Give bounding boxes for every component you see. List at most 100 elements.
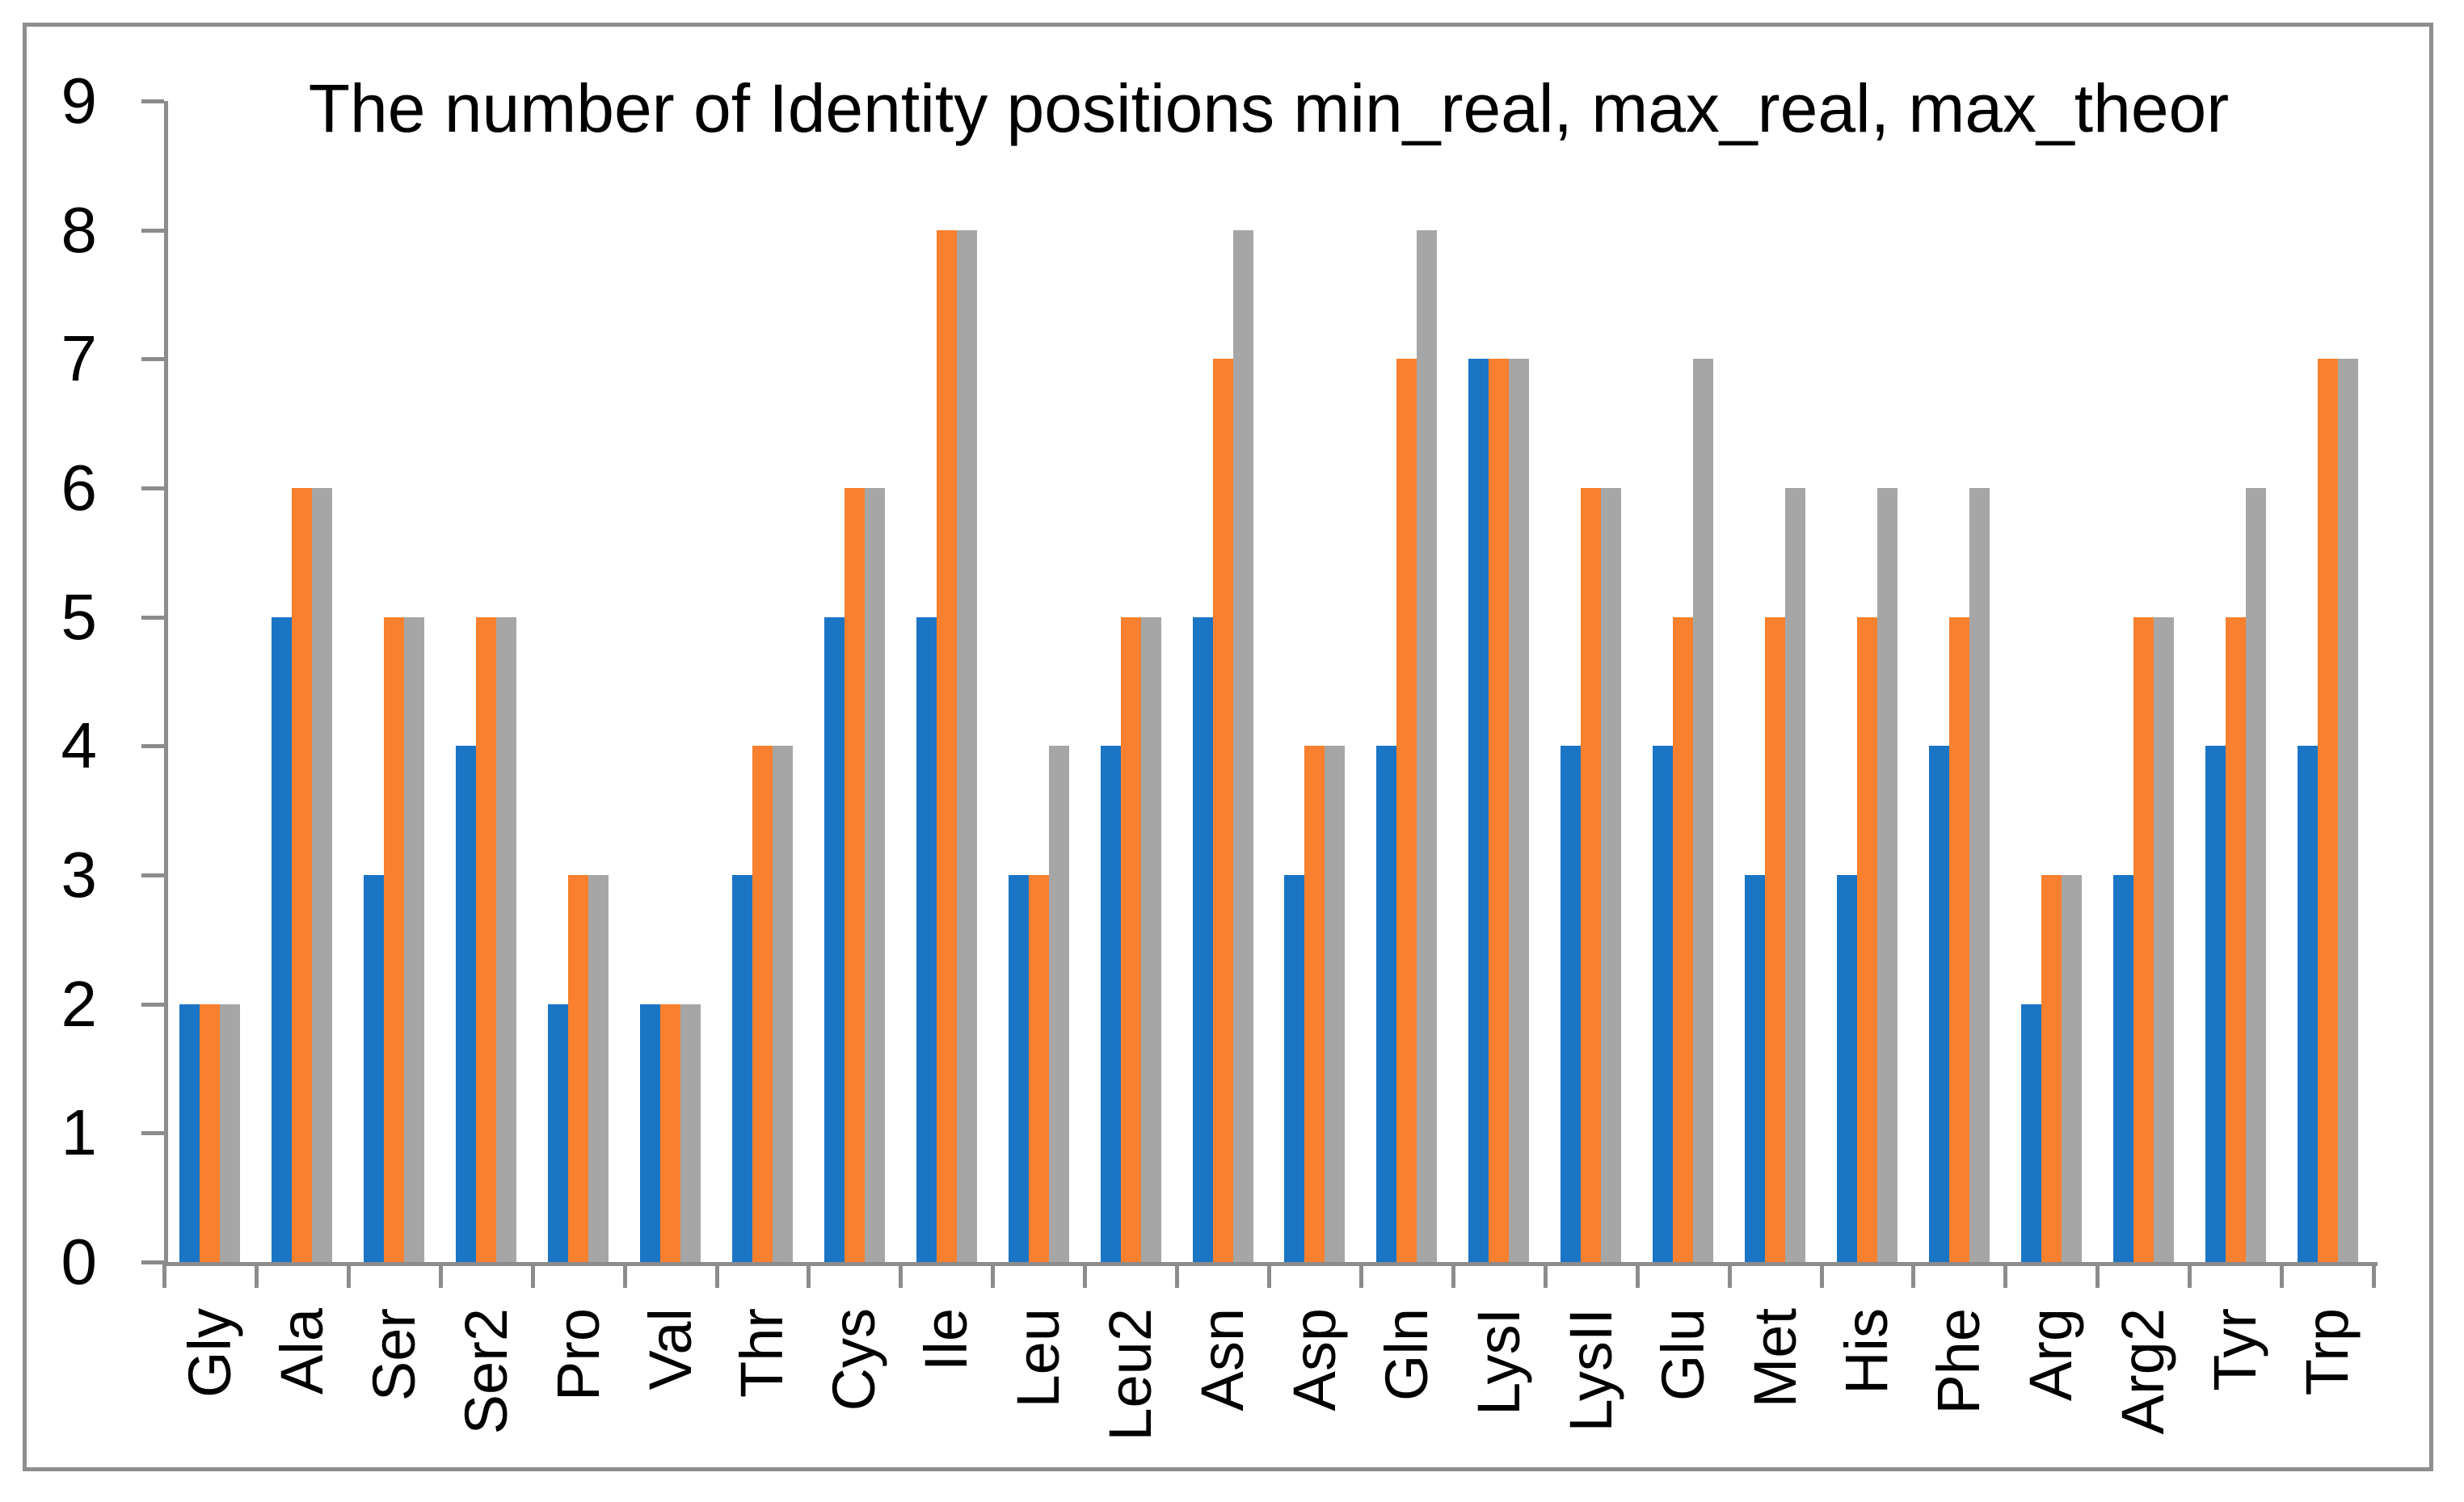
bar-max_theor-Asp: [1325, 746, 1346, 1262]
x-axis-tick-5: [622, 1262, 627, 1288]
bar-max_real-LysII: [1581, 488, 1602, 1262]
y-axis-tick-1: [141, 1131, 164, 1136]
x-axis-tick-20: [2003, 1262, 2008, 1288]
bar-max_real-Gln: [1396, 359, 1417, 1262]
bar-max_real-Leu: [1028, 875, 1049, 1262]
chart-title: The number of Identity positions min_rea…: [308, 70, 2230, 146]
x-axis-tick-11: [1175, 1262, 1180, 1288]
bar-min_real-Ser: [364, 875, 385, 1262]
bar-max_theor-Leu2: [1140, 616, 1161, 1262]
bar-max_real-Val: [660, 1003, 681, 1262]
bar-min_real-Pro: [548, 1003, 569, 1262]
bar-min_real-Asn: [1192, 616, 1213, 1262]
bar-max_theor-Arg: [2061, 875, 2082, 1262]
y-axis-label-2: 2: [61, 967, 98, 1040]
bar-max_theor-Pro: [588, 875, 609, 1262]
bar-min_real-Asp: [1284, 875, 1305, 1262]
bar-min_real-Thr: [731, 875, 752, 1262]
bar-min_real-Ser2: [456, 746, 477, 1262]
x-axis-label-Arg: Arg: [2017, 1308, 2085, 1402]
y-axis-label-0: 0: [61, 1226, 98, 1298]
bar-max_real-Thr: [752, 746, 773, 1262]
x-axis-tick-15: [1543, 1262, 1548, 1288]
x-axis-label-Met: Met: [1741, 1308, 1809, 1408]
x-axis-tick-14: [1451, 1262, 1455, 1288]
bar-max_theor-Met: [1785, 488, 1806, 1262]
bar-max_real-Tyr: [2225, 616, 2246, 1262]
x-axis-label-Ser: Ser: [360, 1308, 428, 1402]
x-axis-tick-13: [1358, 1262, 1363, 1288]
x-axis-label-Asn: Asn: [1189, 1308, 1257, 1412]
bar-max_theor-Ser: [404, 616, 425, 1262]
x-axis-tick-6: [714, 1262, 719, 1288]
x-axis-label-Arg2: Arg2: [2109, 1308, 2177, 1435]
bar-min_real-Gly: [179, 1003, 200, 1262]
bar-max_theor-Ser2: [496, 616, 517, 1262]
y-axis-tick-0: [141, 1260, 164, 1264]
bar-min_real-Phe: [1928, 746, 1949, 1262]
bar-max_theor-Val: [680, 1003, 701, 1262]
x-axis-label-Ser2: Ser2: [452, 1308, 520, 1435]
x-axis-label-Tyr: Tyr: [2201, 1308, 2269, 1391]
bar-max_real-Pro: [568, 875, 589, 1262]
bar-max_theor-Ile: [956, 229, 977, 1262]
bar-max_real-Met: [1765, 616, 1786, 1262]
y-axis-label-6: 6: [61, 452, 98, 524]
bar-max_real-Arg2: [2133, 616, 2154, 1262]
x-axis-label-Trp: Trp: [2293, 1308, 2361, 1396]
x-axis-label-Thr: Thr: [728, 1308, 796, 1398]
y-axis-label-4: 4: [61, 709, 98, 782]
bar-min_real-Glu: [1653, 746, 1674, 1262]
y-axis-tick-9: [141, 99, 164, 103]
y-axis-tick-4: [141, 744, 164, 749]
bar-min_real-Ala: [272, 616, 293, 1262]
bar-max_real-Ile: [936, 229, 957, 1262]
bar-max_theor-LysII: [1601, 488, 1622, 1262]
x-axis-tick-18: [1819, 1262, 1824, 1288]
bar-max_theor-LysI: [1509, 359, 1530, 1262]
x-axis-tick-22: [2188, 1262, 2192, 1288]
x-axis-label-Ile: Ile: [912, 1308, 980, 1372]
bar-min_real-His: [1836, 875, 1857, 1262]
x-axis-label-Pro: Pro: [544, 1308, 612, 1402]
bar-max_theor-Asn: [1232, 229, 1253, 1262]
x-axis-tick-21: [2095, 1262, 2100, 1288]
bar-min_real-Trp: [2297, 746, 2318, 1262]
y-axis-label-9: 9: [61, 65, 98, 137]
x-axis-label-Phe: Phe: [1925, 1308, 1993, 1415]
bar-min_real-LysI: [1468, 359, 1489, 1262]
bar-max_theor-Gln: [1417, 229, 1438, 1262]
x-axis-tick-2: [346, 1262, 351, 1288]
x-axis-label-Asp: Asp: [1280, 1308, 1348, 1412]
x-axis-tick-17: [1727, 1262, 1732, 1288]
y-axis-line: [164, 101, 168, 1266]
bar-max_real-Glu: [1673, 616, 1694, 1262]
y-axis-label-3: 3: [61, 839, 98, 911]
bar-max_real-Ser: [384, 616, 405, 1262]
x-axis-label-Val: Val: [636, 1308, 704, 1391]
x-axis-tick-4: [530, 1262, 535, 1288]
x-axis-tick-19: [1911, 1262, 1916, 1288]
y-axis-tick-6: [141, 486, 164, 490]
x-axis-tick-1: [254, 1262, 259, 1288]
x-axis-label-LysI: LysI: [1464, 1308, 1532, 1416]
bar-min_real-Met: [1745, 875, 1766, 1262]
bar-min_real-Arg: [2020, 1003, 2041, 1262]
x-axis-label-Glu: Glu: [1649, 1308, 1716, 1402]
bar-min_real-Ile: [916, 616, 937, 1262]
bar-max_theor-His: [1876, 488, 1897, 1262]
x-axis-tick-10: [1083, 1262, 1088, 1288]
bar-max_real-LysI: [1489, 359, 1510, 1262]
bar-max_theor-Trp: [2337, 359, 2358, 1262]
plot-area: 0 1 2 3 4 5 6 7 8 9 Gly Ala Ser Ser2 Pro Val Thr Cys Ile Le…: [61, 67, 2378, 1441]
bar-max_theor-Arg2: [2153, 616, 2174, 1262]
bar-max_real-Gly: [200, 1003, 221, 1262]
y-axis-tick-8: [141, 228, 164, 233]
x-axis-tick-24: [2372, 1262, 2376, 1288]
y-axis-tick-7: [141, 357, 164, 362]
x-axis-tick-3: [438, 1262, 443, 1288]
y-axis-tick-3: [141, 873, 164, 877]
bar-max_theor-Glu: [1693, 359, 1714, 1262]
bar-min_real-LysII: [1561, 746, 1582, 1262]
